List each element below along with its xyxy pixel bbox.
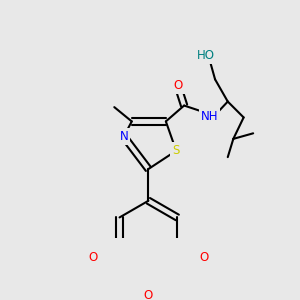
Text: O: O (173, 79, 182, 92)
Text: O: O (88, 251, 97, 264)
Text: NH: NH (201, 110, 218, 123)
Text: O: O (200, 251, 209, 264)
Text: O: O (144, 289, 153, 300)
Text: S: S (172, 144, 180, 157)
Text: N: N (119, 130, 128, 143)
Text: HO: HO (196, 49, 214, 62)
